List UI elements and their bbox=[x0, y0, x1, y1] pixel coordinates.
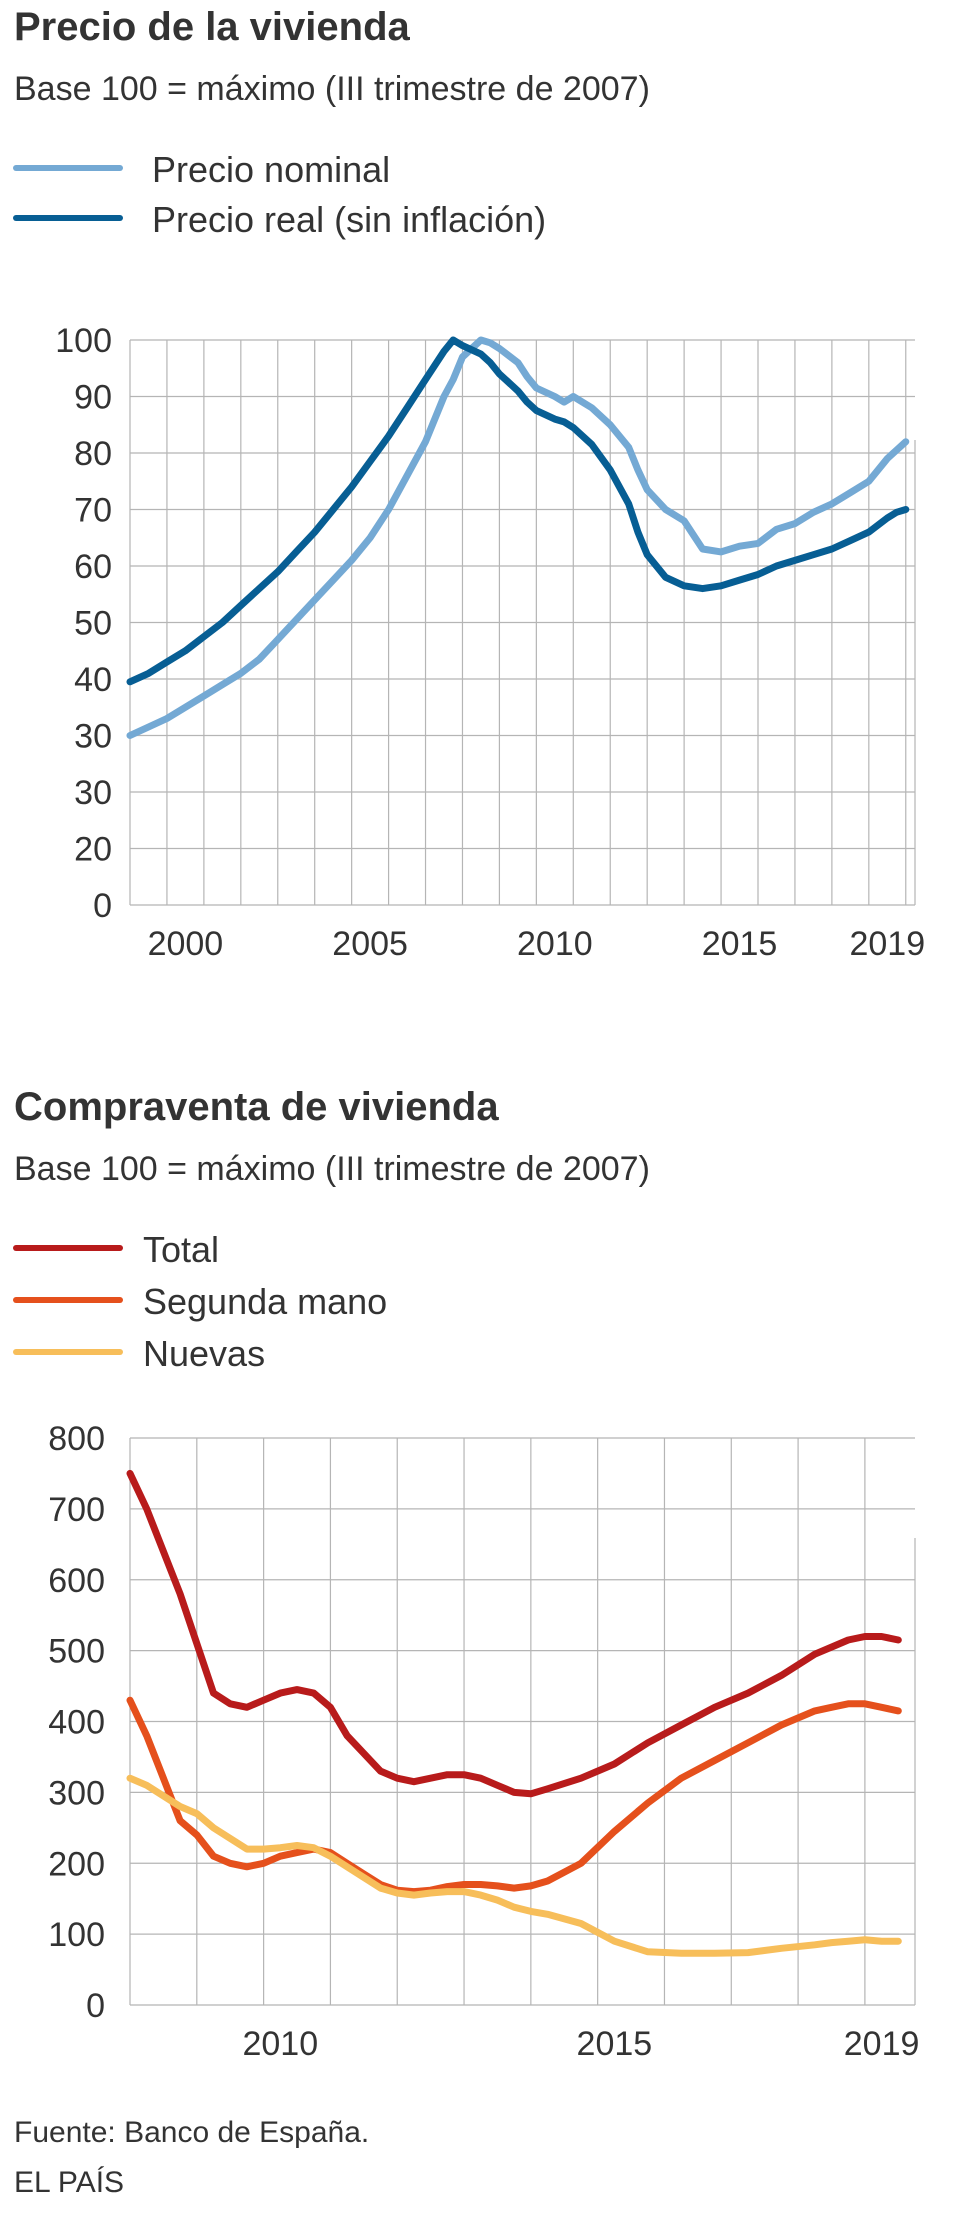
y-tick-label: 60 bbox=[74, 548, 112, 586]
series-line-precio-nominal bbox=[126, 336, 910, 739]
x-tick-label: 2015 bbox=[702, 925, 778, 963]
legend-label-real: Precio real (sin inflación) bbox=[152, 199, 546, 240]
plot-area: 0 100 200 300 400 500 600 700 800 2010 2015 2019 bbox=[48, 1420, 919, 2063]
chart-subtitle: Base 100 = máximo (III trimestre de 2007… bbox=[14, 70, 650, 108]
series-line-precio-real-sin-inflacion bbox=[126, 336, 910, 686]
y-tick-label: 0 bbox=[93, 887, 112, 925]
x-tick-label: 2010 bbox=[517, 925, 593, 963]
series-line-segunda-mano bbox=[126, 1696, 902, 1896]
y-tick-label: 0 bbox=[86, 1987, 105, 2025]
source-note: Fuente: Banco de España. bbox=[14, 2116, 370, 2149]
y-tick-label: 30 bbox=[74, 774, 112, 812]
y-tick-label: 80 bbox=[74, 435, 112, 473]
legend-label-segunda-mano: Segunda mano bbox=[143, 1281, 387, 1322]
x-tick-label: 2005 bbox=[332, 925, 408, 963]
x-tick-label: 2000 bbox=[148, 925, 224, 963]
legend: Total Segunda mano Nuevas bbox=[13, 1229, 387, 1374]
y-tick-label: 500 bbox=[48, 1633, 105, 1671]
y-tick-label: 50 bbox=[74, 605, 112, 643]
chart-title: Precio de la vivienda bbox=[14, 5, 410, 49]
legend-label-nuevas: Nuevas bbox=[143, 1333, 265, 1374]
y-tick-label: 20 bbox=[74, 831, 112, 869]
chart-compraventa-vivienda: Compraventa de vivienda Base 100 = máxim… bbox=[13, 1085, 919, 2063]
legend-label-total: Total bbox=[143, 1229, 219, 1270]
y-tick-label: 90 bbox=[74, 379, 112, 417]
chart-subtitle: Base 100 = máximo (III trimestre de 2007… bbox=[14, 1150, 650, 1188]
x-tick-label: 2019 bbox=[844, 2025, 920, 2063]
y-tick-label: 400 bbox=[48, 1704, 105, 1742]
x-tick-label: 2010 bbox=[242, 2025, 318, 2063]
series-line-nuevas bbox=[126, 1774, 902, 1957]
y-tick-label: 30 bbox=[74, 718, 112, 756]
legend: Precio nominal Precio real (sin inflació… bbox=[13, 149, 546, 240]
y-tick-label: 600 bbox=[48, 1562, 105, 1600]
chart-title: Compraventa de vivienda bbox=[14, 1085, 499, 1129]
legend-label-nominal: Precio nominal bbox=[152, 149, 390, 190]
y-tick-label: 700 bbox=[48, 1491, 105, 1529]
brand-label: EL PAÍS bbox=[14, 2166, 125, 2199]
y-tick-label: 40 bbox=[74, 661, 112, 699]
y-tick-label: 300 bbox=[48, 1774, 105, 1812]
y-tick-label: 100 bbox=[48, 1916, 105, 1954]
x-tick-label: 2019 bbox=[849, 925, 925, 963]
y-tick-label: 200 bbox=[48, 1845, 105, 1883]
series-line-total bbox=[126, 1469, 902, 1798]
x-tick-label: 2015 bbox=[577, 2025, 653, 2063]
y-tick-label: 800 bbox=[48, 1420, 105, 1458]
plot-area: 0 20 30 30 40 50 60 70 80 90 100 2000 2005 2010 2015 20… bbox=[55, 322, 925, 963]
y-tick-label: 70 bbox=[74, 492, 112, 530]
y-tick-label: 100 bbox=[55, 322, 112, 360]
footer: Fuente: Banco de España. EL PAÍS bbox=[14, 2108, 369, 2208]
chart-precio-vivienda: Precio de la vivienda Base 100 = máximo … bbox=[13, 5, 925, 963]
